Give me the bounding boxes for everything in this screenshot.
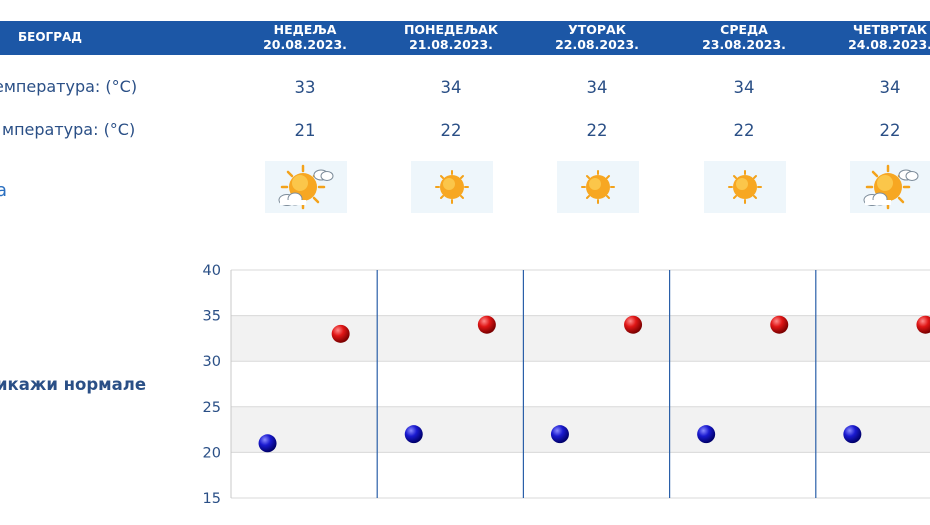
max-temp-point	[331, 324, 350, 343]
day-date: 21.08.2023.	[409, 37, 493, 52]
min-temp-point	[404, 425, 423, 444]
sun-icon	[728, 170, 762, 204]
y-tick-label: 40	[203, 263, 221, 279]
max-temp-point	[477, 315, 496, 334]
max-temp-point	[624, 315, 643, 334]
sun-icon	[435, 170, 469, 204]
chart-band	[231, 406, 930, 453]
min-temp-point	[258, 434, 277, 453]
max-temp-value: 34	[440, 78, 462, 97]
day-date: 23.08.2023.	[702, 37, 786, 52]
max-temp-point	[770, 315, 789, 334]
y-tick-label: 35	[203, 309, 221, 325]
city-name: БЕОГРАД	[18, 30, 82, 44]
day-header-3: УТОРАК 22.08.2023.	[532, 22, 662, 52]
day-name: ЧЕТВРТАК	[852, 22, 928, 37]
day-name: ПОНЕДЕЉАК	[403, 22, 499, 37]
day-date: 24.08.2023.	[848, 37, 930, 52]
max-temp-value: 34	[586, 78, 608, 97]
min-temp-point	[843, 425, 862, 444]
min-temp-value: 22	[879, 121, 901, 140]
temperature-chart: 40 35 30 25 20 15	[203, 263, 930, 507]
show-normals-link[interactable]: икажи нормале	[0, 375, 147, 394]
min-temp-value: 21	[294, 121, 316, 140]
weather-icon-cell-1	[265, 161, 347, 213]
weather-icon-cell-4	[704, 161, 786, 213]
min-temp-value: 22	[733, 121, 755, 140]
max-temp-value: 34	[879, 78, 901, 97]
max-temp-label: емпература: (°C)	[0, 77, 138, 96]
weather-icon-cell-2	[411, 161, 493, 213]
weather-icon-cell-3	[557, 161, 639, 213]
min-temp-value: 22	[440, 121, 462, 140]
day-header-5: ЧЕТВРТАК 24.08.2023.	[825, 22, 930, 52]
min-temp-value: 22	[586, 121, 608, 140]
max-temp-value: 34	[733, 78, 755, 97]
day-header-1: НЕДЕЉА 20.08.2023.	[240, 22, 370, 52]
partly-cloudy-sun-icon	[863, 164, 919, 210]
day-name: НЕДЕЉА	[273, 22, 337, 37]
max-temp-point	[916, 315, 930, 334]
min-temp-label: мпература: (°C)	[2, 120, 136, 139]
day-header-4: СРЕДА 23.08.2023.	[679, 22, 809, 52]
max-temp-value: 33	[294, 78, 316, 97]
day-header-2: ПОНЕДЕЉАК 21.08.2023.	[386, 22, 516, 52]
min-temp-point	[697, 425, 716, 444]
y-tick-label: 30	[203, 354, 221, 370]
y-tick-label: 25	[203, 400, 221, 416]
forecast-header-bar: БЕОГРАД НЕДЕЉА 20.08.2023. ПОНЕДЕЉАК 21.…	[0, 21, 930, 55]
day-date: 22.08.2023.	[555, 37, 639, 52]
day-date: 20.08.2023.	[263, 37, 347, 52]
day-name: СРЕДА	[720, 22, 768, 37]
y-tick-label: 15	[203, 491, 221, 507]
y-tick-label: 20	[203, 445, 221, 461]
weather-icon-cell-5	[850, 161, 930, 213]
min-temp-point	[550, 425, 569, 444]
sun-icon	[581, 170, 615, 204]
day-name: УТОРАК	[568, 22, 626, 37]
partly-cloudy-sun-icon	[278, 164, 334, 210]
weather-row-label: а	[0, 180, 8, 201]
